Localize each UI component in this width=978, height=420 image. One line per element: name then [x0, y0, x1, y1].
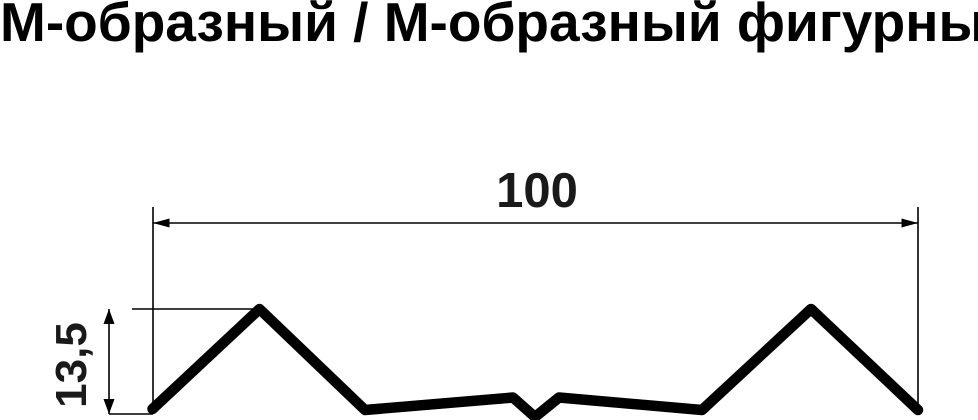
svg-text:100: 100: [496, 164, 578, 218]
svg-text:13,5: 13,5: [47, 322, 96, 408]
